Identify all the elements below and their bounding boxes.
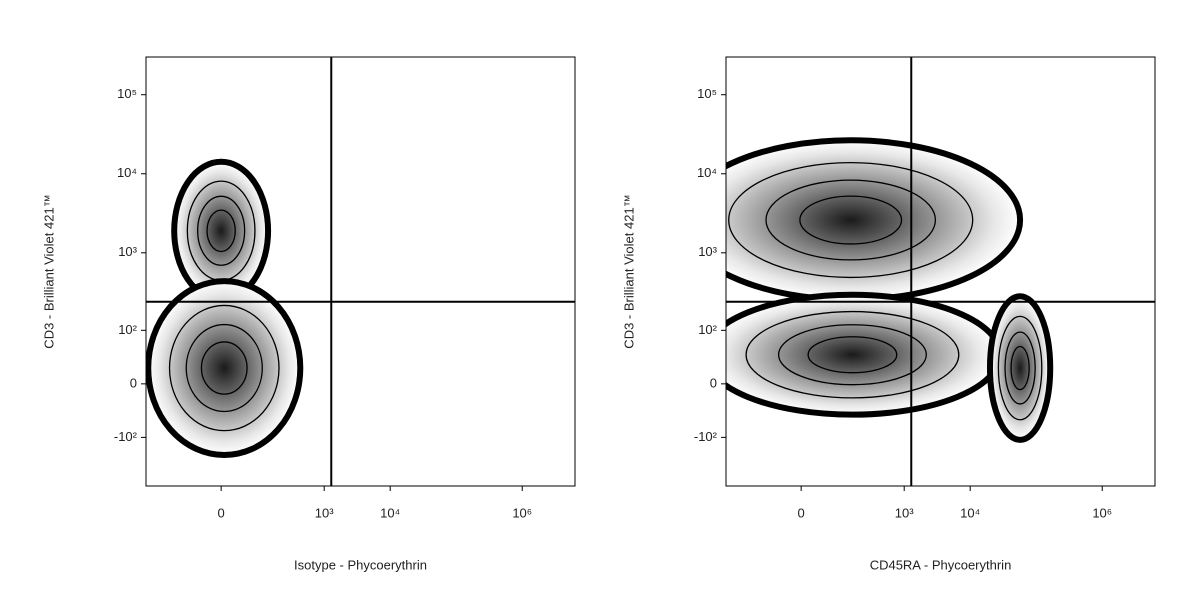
density-region [146, 278, 304, 458]
y-tick-label: 10³ [698, 244, 717, 259]
plot-frame [145, 56, 576, 487]
contour [168, 304, 280, 432]
contour [765, 179, 937, 261]
y-tick-label: 10² [698, 322, 717, 337]
contour [200, 341, 248, 395]
plot-frame [725, 56, 1156, 487]
y-axis-label: CD3 - Brilliant Violet 421™ [621, 194, 636, 348]
contour [745, 310, 960, 399]
x-tick-label: 10⁴ [960, 505, 980, 520]
y-axis-label: CD3 - Brilliant Violet 421™ [41, 194, 56, 348]
populations [726, 137, 1054, 443]
x-tick-label: 0 [798, 505, 805, 520]
y-tick-label: -10² [694, 429, 718, 444]
density-region [726, 291, 1004, 418]
contour [1010, 345, 1030, 391]
y-tick-label: 10⁴ [117, 165, 137, 180]
contour [997, 315, 1043, 421]
contour [185, 323, 263, 413]
y-tick-label: 0 [710, 375, 717, 390]
y-tick-label: 10⁵ [117, 86, 137, 101]
contour [728, 161, 974, 279]
x-tick-label: 10³ [315, 505, 334, 520]
contour [1004, 331, 1036, 405]
x-tick-label: 10⁶ [512, 505, 532, 520]
x-axis-label: Isotype - Phycoerythrin [294, 557, 427, 572]
y-tick-label: 10⁵ [697, 86, 717, 101]
x-tick-label: 10⁴ [380, 505, 400, 520]
x-axis-label: CD45RA - Phycoerythrin [870, 557, 1012, 572]
y-tick-label: 10⁴ [697, 165, 717, 180]
density-region [726, 137, 1024, 303]
plot: -10² 0 10² 10³ 10⁴ 10⁵ 0 10³ 10⁴ 10⁶ Isotype - Phy… [41, 56, 576, 572]
contour [197, 195, 246, 266]
plot: -10² 0 10² 10³ 10⁴ 10⁵ 0 10³ 10⁴ 10⁶ CD45RA - Phyc… [621, 56, 1156, 572]
contour [206, 209, 236, 253]
y-tick-label: 10² [118, 322, 137, 337]
y-tick-label: 10³ [118, 244, 137, 259]
y-tick-label: 0 [130, 375, 137, 390]
contour [807, 336, 898, 374]
contour [799, 195, 903, 245]
populations [146, 158, 304, 458]
x-tick-label: 10⁶ [1092, 505, 1112, 520]
contour [777, 324, 927, 386]
x-tick-label: 10³ [895, 505, 914, 520]
x-tick-label: 0 [218, 505, 225, 520]
y-tick-label: -10² [114, 429, 138, 444]
